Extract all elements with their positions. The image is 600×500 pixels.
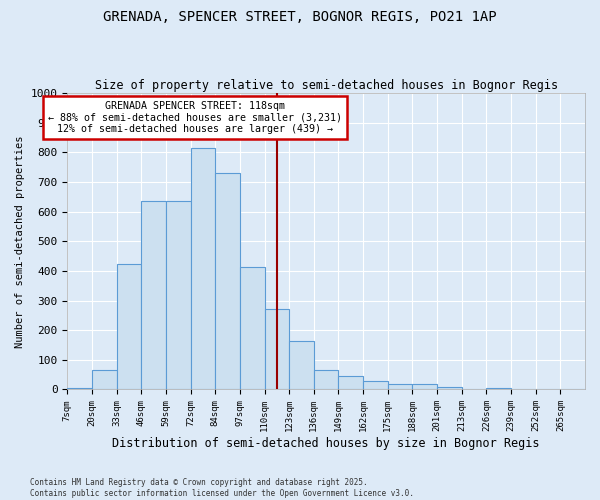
Bar bbox=[314, 370, 338, 390]
Bar bbox=[437, 386, 462, 390]
Text: GRENADA, SPENCER STREET, BOGNOR REGIS, PO21 1AP: GRENADA, SPENCER STREET, BOGNOR REGIS, P… bbox=[103, 10, 497, 24]
Bar bbox=[487, 388, 511, 390]
Bar bbox=[338, 376, 363, 390]
Bar bbox=[240, 266, 265, 390]
Bar bbox=[388, 384, 412, 390]
Bar bbox=[363, 380, 388, 390]
Text: Contains HM Land Registry data © Crown copyright and database right 2025.
Contai: Contains HM Land Registry data © Crown c… bbox=[30, 478, 414, 498]
Bar bbox=[265, 310, 289, 390]
Y-axis label: Number of semi-detached properties: Number of semi-detached properties bbox=[15, 135, 25, 348]
Bar bbox=[215, 173, 240, 390]
Bar bbox=[412, 384, 437, 390]
X-axis label: Distribution of semi-detached houses by size in Bognor Regis: Distribution of semi-detached houses by … bbox=[112, 437, 540, 450]
Bar bbox=[191, 148, 215, 390]
Bar bbox=[166, 202, 191, 390]
Title: Size of property relative to semi-detached houses in Bognor Regis: Size of property relative to semi-detach… bbox=[95, 79, 558, 92]
Bar bbox=[67, 388, 92, 390]
Bar bbox=[289, 340, 314, 390]
Bar bbox=[116, 264, 141, 390]
Bar bbox=[141, 202, 166, 390]
Bar bbox=[92, 370, 116, 390]
Text: GRENADA SPENCER STREET: 118sqm
← 88% of semi-detached houses are smaller (3,231): GRENADA SPENCER STREET: 118sqm ← 88% of … bbox=[49, 100, 343, 134]
